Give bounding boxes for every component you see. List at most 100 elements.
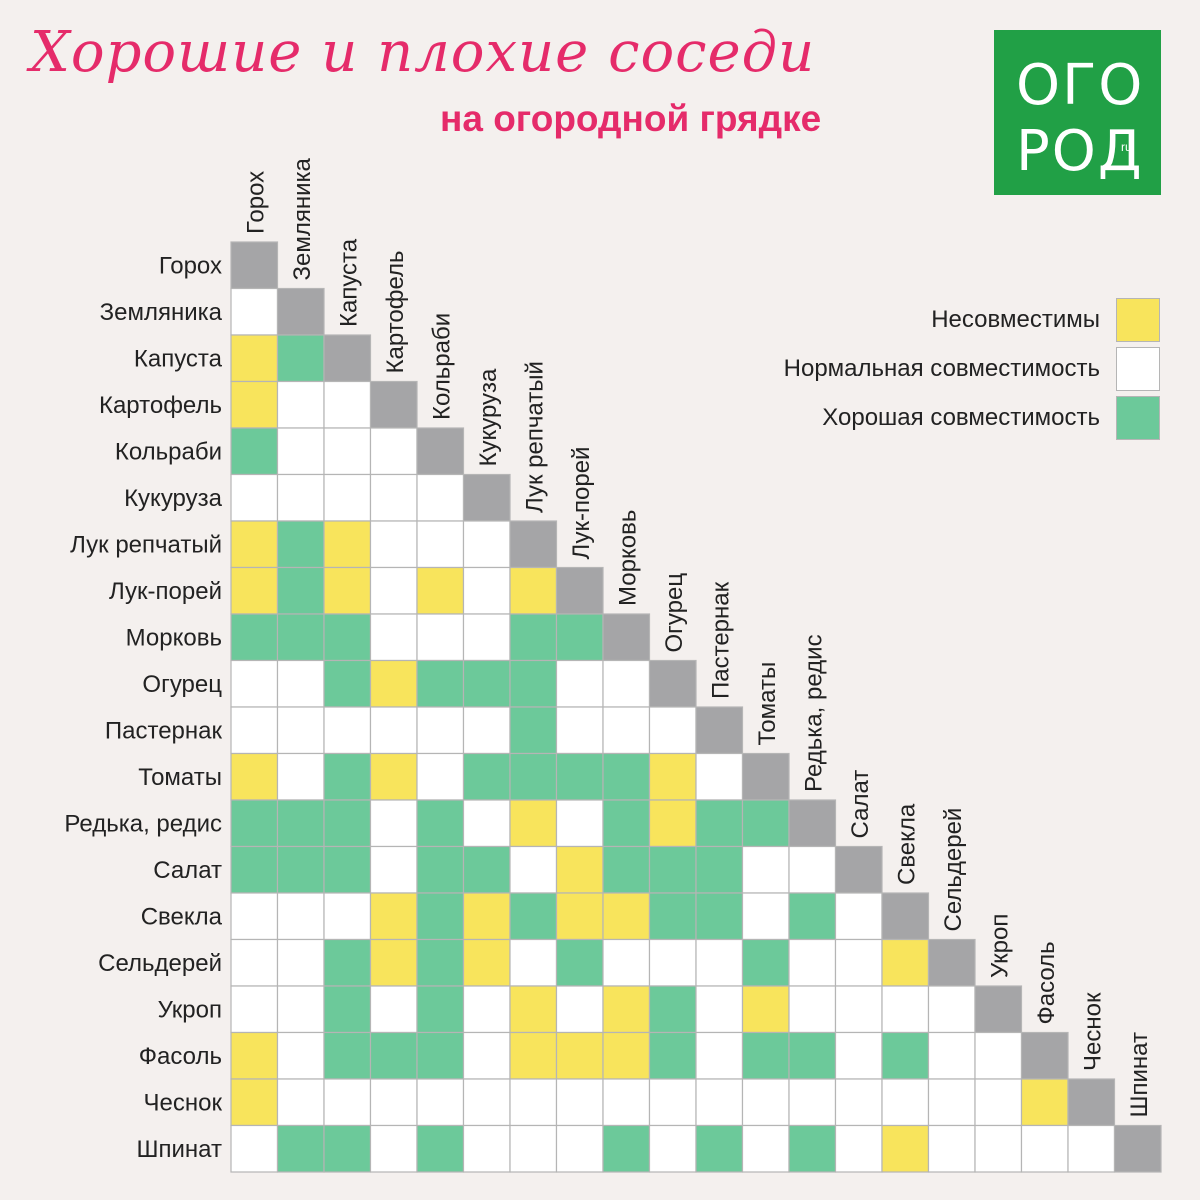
legend-swatch-white [1116,347,1160,391]
diagonal-cell [276,287,325,336]
row-label-crop-12: Томаты [138,764,222,791]
compatibility-cell [602,752,651,801]
compatibility-cell [323,799,372,848]
compatibility-cell [834,892,883,941]
compatibility-cell [881,1031,930,1080]
compatibility-cell [509,845,558,894]
compatibility-cell [230,892,279,941]
compatibility-cell [323,892,372,941]
compatibility-cell [1067,1124,1116,1173]
compatibility-cell [416,1031,465,1080]
row-label-crop-6: Кукуруза [124,485,223,512]
compatibility-cell [462,1031,511,1080]
row-label-crop-8: Лук-порей [109,578,222,605]
diagonal-cell [462,473,511,522]
compatibility-cell [602,659,651,708]
legend-label: Нормальная совместимость [783,355,1100,382]
compatibility-cell [555,799,604,848]
compatibility-cell [509,985,558,1034]
column-label-crop-10: Огурец [661,573,688,653]
compatibility-cell [974,1078,1023,1127]
compatibility-cell [230,799,279,848]
compatibility-cell [462,1124,511,1173]
compatibility-cell [230,427,279,476]
legend-swatch-yellow [1116,298,1160,342]
row-label-crop-4: Картофель [99,392,222,419]
compatibility-cell [602,985,651,1034]
compatibility-cell [323,613,372,662]
compatibility-cell [788,1031,837,1080]
compatibility-cell [369,938,418,987]
compatibility-cell [555,938,604,987]
diagonal-cell [648,659,697,708]
compatibility-cell [509,1078,558,1127]
compatibility-cell [555,1124,604,1173]
compatibility-cell [741,892,790,941]
compatibility-cell [648,845,697,894]
column-label-crop-19: Чеснок [1079,992,1106,1071]
compatibility-cell [834,1078,883,1127]
compatibility-cell [462,706,511,755]
compatibility-cell [648,799,697,848]
row-label-crop-10: Огурец [142,671,222,698]
compatibility-cell [602,1031,651,1080]
column-label-crop-14: Салат [847,770,874,839]
diagonal-cell [230,241,279,290]
compatibility-cell [927,985,976,1034]
compatibility-cell [369,985,418,1034]
compatibility-cell [648,1124,697,1173]
legend-label: Хорошая совместимость [822,404,1100,431]
compatibility-cell [276,613,325,662]
compatibility-cell [323,938,372,987]
column-label-crop-2: Земляника [289,157,316,280]
diagonal-cell [1067,1078,1116,1127]
compatibility-cell [741,938,790,987]
compatibility-cell [230,845,279,894]
compatibility-cell [323,473,372,522]
compatibility-cell [276,520,325,569]
compatibility-cell [881,1078,930,1127]
compatibility-cell [602,938,651,987]
compatibility-cell [695,1124,744,1173]
legend-item-incompatible: Несовместимы [700,298,1160,342]
compatibility-cell [555,659,604,708]
compatibility-cell [602,1078,651,1127]
diagonal-cell [1113,1124,1162,1173]
compatibility-cell [695,985,744,1034]
compatibility-cell [416,1078,465,1127]
diagonal-cell [1020,1031,1069,1080]
compatibility-cell [927,1124,976,1173]
compatibility-cell [648,938,697,987]
compatibility-cell [974,1031,1023,1080]
compatibility-cell [462,659,511,708]
compatibility-cell [230,1124,279,1173]
compatibility-cell [695,1031,744,1080]
compatibility-cell [462,799,511,848]
compatibility-cell [509,938,558,987]
compatibility-cell [555,752,604,801]
compatibility-cell [323,520,372,569]
compatibility-cell [369,1124,418,1173]
compatibility-cell [323,706,372,755]
compatibility-cell [276,706,325,755]
row-label-crop-3: Капуста [134,345,223,372]
row-label-crop-1: Горох [159,252,222,279]
compatibility-cell [276,380,325,429]
row-label-crop-17: Укроп [158,996,222,1023]
compatibility-cell [416,845,465,894]
compatibility-cell [462,985,511,1034]
compatibility-cell [369,706,418,755]
compatibility-cell [276,1078,325,1127]
compatibility-cell [276,473,325,522]
compatibility-cell [230,1031,279,1080]
compatibility-cell [509,752,558,801]
compatibility-cell [834,985,883,1034]
page-title: Хорошие и плохие соседи [30,20,816,85]
compatibility-cell [1020,1124,1069,1173]
compatibility-cell [369,892,418,941]
compatibility-cell [416,659,465,708]
compatibility-cell [462,845,511,894]
legend-item-normal: Нормальная совместимость [700,347,1160,391]
column-label-crop-15: Свекла [893,803,920,885]
